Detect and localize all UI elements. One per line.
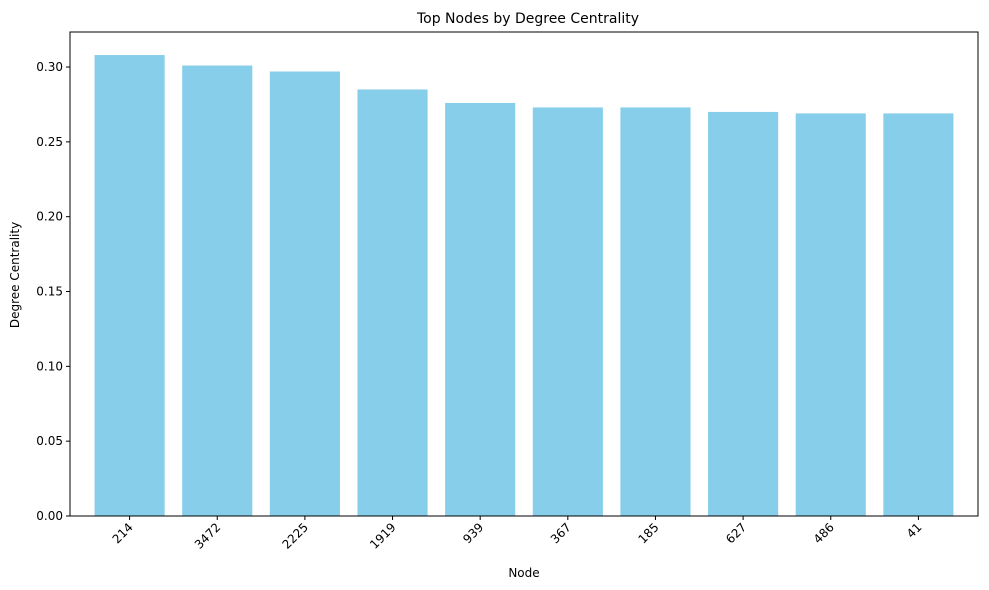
x-tick-label: 2225 bbox=[280, 520, 311, 551]
y-tick-label: 0.15 bbox=[36, 285, 63, 299]
bar-367 bbox=[532, 107, 603, 516]
bars-group bbox=[94, 55, 954, 517]
bar-214 bbox=[94, 55, 165, 517]
x-tick-label: 486 bbox=[811, 520, 837, 546]
x-tick-label: 367 bbox=[548, 520, 574, 546]
bar-1919 bbox=[357, 89, 428, 516]
chart-title: Top Nodes by Degree Centrality bbox=[416, 11, 639, 27]
x-tick-label: 1919 bbox=[367, 520, 398, 551]
x-tick-label: 627 bbox=[723, 520, 749, 546]
y-tick-label: 0.05 bbox=[36, 434, 63, 448]
bar-3472 bbox=[182, 65, 253, 517]
y-tick-label: 0.20 bbox=[36, 210, 63, 224]
x-tick-label: 3472 bbox=[192, 520, 223, 551]
plot-frame bbox=[69, 31, 979, 517]
bar-41 bbox=[883, 113, 954, 516]
y-axis-label: Degree Centrality bbox=[8, 222, 22, 328]
y-tick-label: 0.25 bbox=[36, 135, 63, 149]
x-axis: 214 3472 2225 1919 939 367 185 627 486 41 bbox=[110, 516, 925, 552]
bar-2225 bbox=[269, 71, 340, 517]
x-tick-label: 185 bbox=[635, 520, 661, 546]
y-tick-label: 0.30 bbox=[36, 60, 63, 74]
bar-939 bbox=[445, 102, 516, 516]
x-tick-label: 939 bbox=[460, 520, 486, 546]
bar-627 bbox=[708, 111, 779, 516]
x-tick-label: 41 bbox=[904, 520, 925, 541]
bar-486 bbox=[795, 113, 866, 516]
bar-185 bbox=[620, 107, 691, 516]
y-tick-label: 0.10 bbox=[36, 359, 63, 373]
y-axis: 0.00 0.05 0.10 0.15 0.20 0.25 0.30 bbox=[36, 60, 70, 523]
x-axis-label: Node bbox=[508, 566, 539, 580]
x-tick-label: 214 bbox=[110, 520, 136, 546]
y-tick-label: 0.00 bbox=[36, 509, 63, 523]
